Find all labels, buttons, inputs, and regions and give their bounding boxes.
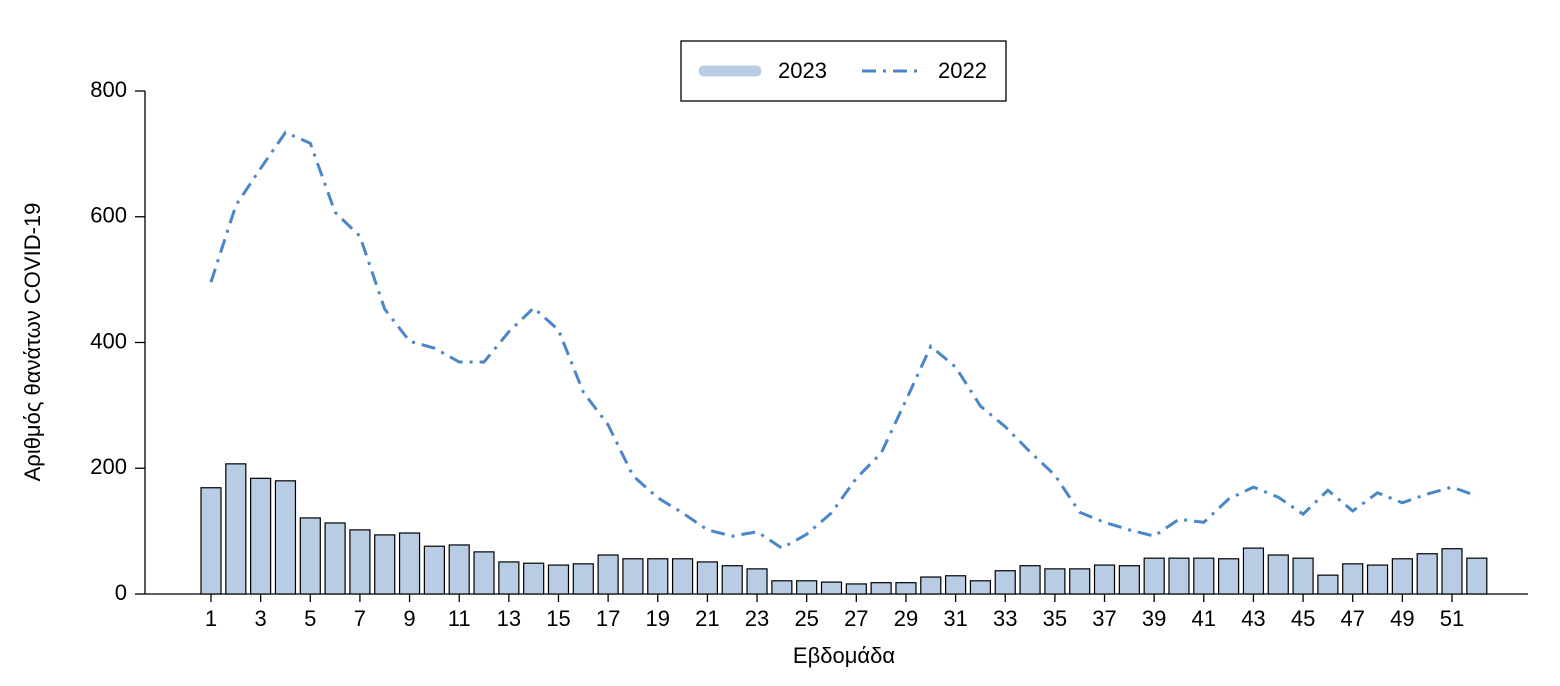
x-axis-label: Εβδομάδα: [793, 643, 895, 668]
bar: [423, 545, 445, 595]
bar: [647, 558, 669, 595]
bar: [1218, 558, 1240, 595]
y-tick-label: 800: [90, 77, 127, 102]
bar: [597, 554, 619, 595]
legend-label: 2022: [938, 58, 987, 83]
x-tick-label: 35: [1043, 606, 1067, 631]
bar: [721, 565, 743, 595]
x-tick-label: 43: [1241, 606, 1265, 631]
bar: [225, 463, 247, 595]
bar: [895, 582, 917, 595]
bar: [771, 580, 793, 595]
bar: [1416, 553, 1438, 595]
y-tick-label: 0: [115, 580, 127, 605]
line: [209, 130, 1478, 550]
bar: [1118, 565, 1140, 595]
bar: [274, 480, 297, 595]
bar: [250, 477, 272, 595]
bar: [969, 580, 992, 595]
bar: [622, 558, 644, 595]
x-tick-label: 25: [794, 606, 818, 631]
bar: [349, 529, 371, 595]
x-tick-label: 9: [403, 606, 415, 631]
x-tick-label: 33: [993, 606, 1017, 631]
bar: [1093, 564, 1116, 595]
bar: [1317, 574, 1339, 595]
bar: [1292, 557, 1314, 595]
bar: [1366, 564, 1389, 595]
bar: [746, 568, 768, 595]
bar: [920, 576, 942, 595]
bar: [1069, 568, 1091, 595]
bar: [1441, 548, 1463, 595]
bar: [473, 551, 495, 595]
x-tick-label: 1: [205, 606, 217, 631]
bar: [1466, 557, 1488, 595]
bar: [1168, 557, 1190, 595]
bar: [1143, 557, 1165, 595]
bar: [820, 581, 843, 595]
x-tick-label: 7: [354, 606, 366, 631]
y-tick-label: 400: [90, 328, 127, 353]
x-tick-label: 31: [943, 606, 967, 631]
x-tick-label: 5: [304, 606, 316, 631]
y-tick-label: 600: [90, 203, 127, 228]
bar: [498, 561, 520, 595]
bar: [1267, 554, 1289, 595]
bar: [696, 561, 719, 595]
x-tick-label: 19: [646, 606, 670, 631]
x-tick-label: 11: [448, 606, 471, 631]
x-tick-label: 47: [1340, 606, 1364, 631]
y-tick-label: 200: [90, 454, 127, 479]
bar: [1019, 565, 1041, 595]
x-tick-label: 49: [1390, 606, 1414, 631]
x-tick-label: 45: [1291, 606, 1315, 631]
bar: [547, 564, 570, 595]
bar: [796, 580, 818, 595]
bar: [398, 532, 421, 595]
bar: [1193, 557, 1215, 595]
x-tick-label: 29: [894, 606, 918, 631]
x-tick-label: 3: [255, 606, 267, 631]
x-tick-label: 37: [1092, 606, 1116, 631]
bar: [1391, 558, 1413, 595]
bar: [1242, 547, 1265, 595]
bar: [299, 517, 321, 595]
x-tick-label: 39: [1142, 606, 1166, 631]
x-tick-label: 27: [844, 606, 868, 631]
bar: [870, 582, 892, 595]
legend-label: 2023: [778, 58, 827, 83]
x-tick-label: 13: [497, 606, 521, 631]
x-tick-label: 41: [1192, 606, 1216, 631]
bar: [374, 534, 396, 595]
x-tick-label: 51: [1440, 606, 1464, 631]
bar: [994, 570, 1016, 595]
y-axis-label: Αριθμός θανάτων COVID-19: [20, 203, 45, 482]
bar: [944, 575, 967, 595]
bar: [448, 544, 470, 595]
x-tick-label: 15: [546, 606, 570, 631]
bar: [200, 487, 222, 595]
bar: [1044, 568, 1066, 595]
bar: [324, 522, 346, 595]
x-tick-label: 23: [745, 606, 769, 631]
bar: [671, 558, 694, 595]
bar: [845, 583, 867, 595]
x-tick-label: 21: [695, 606, 719, 631]
x-tick-label: 17: [596, 606, 620, 631]
bar: [1342, 563, 1364, 595]
bar: [572, 563, 594, 595]
bar: [523, 562, 545, 595]
